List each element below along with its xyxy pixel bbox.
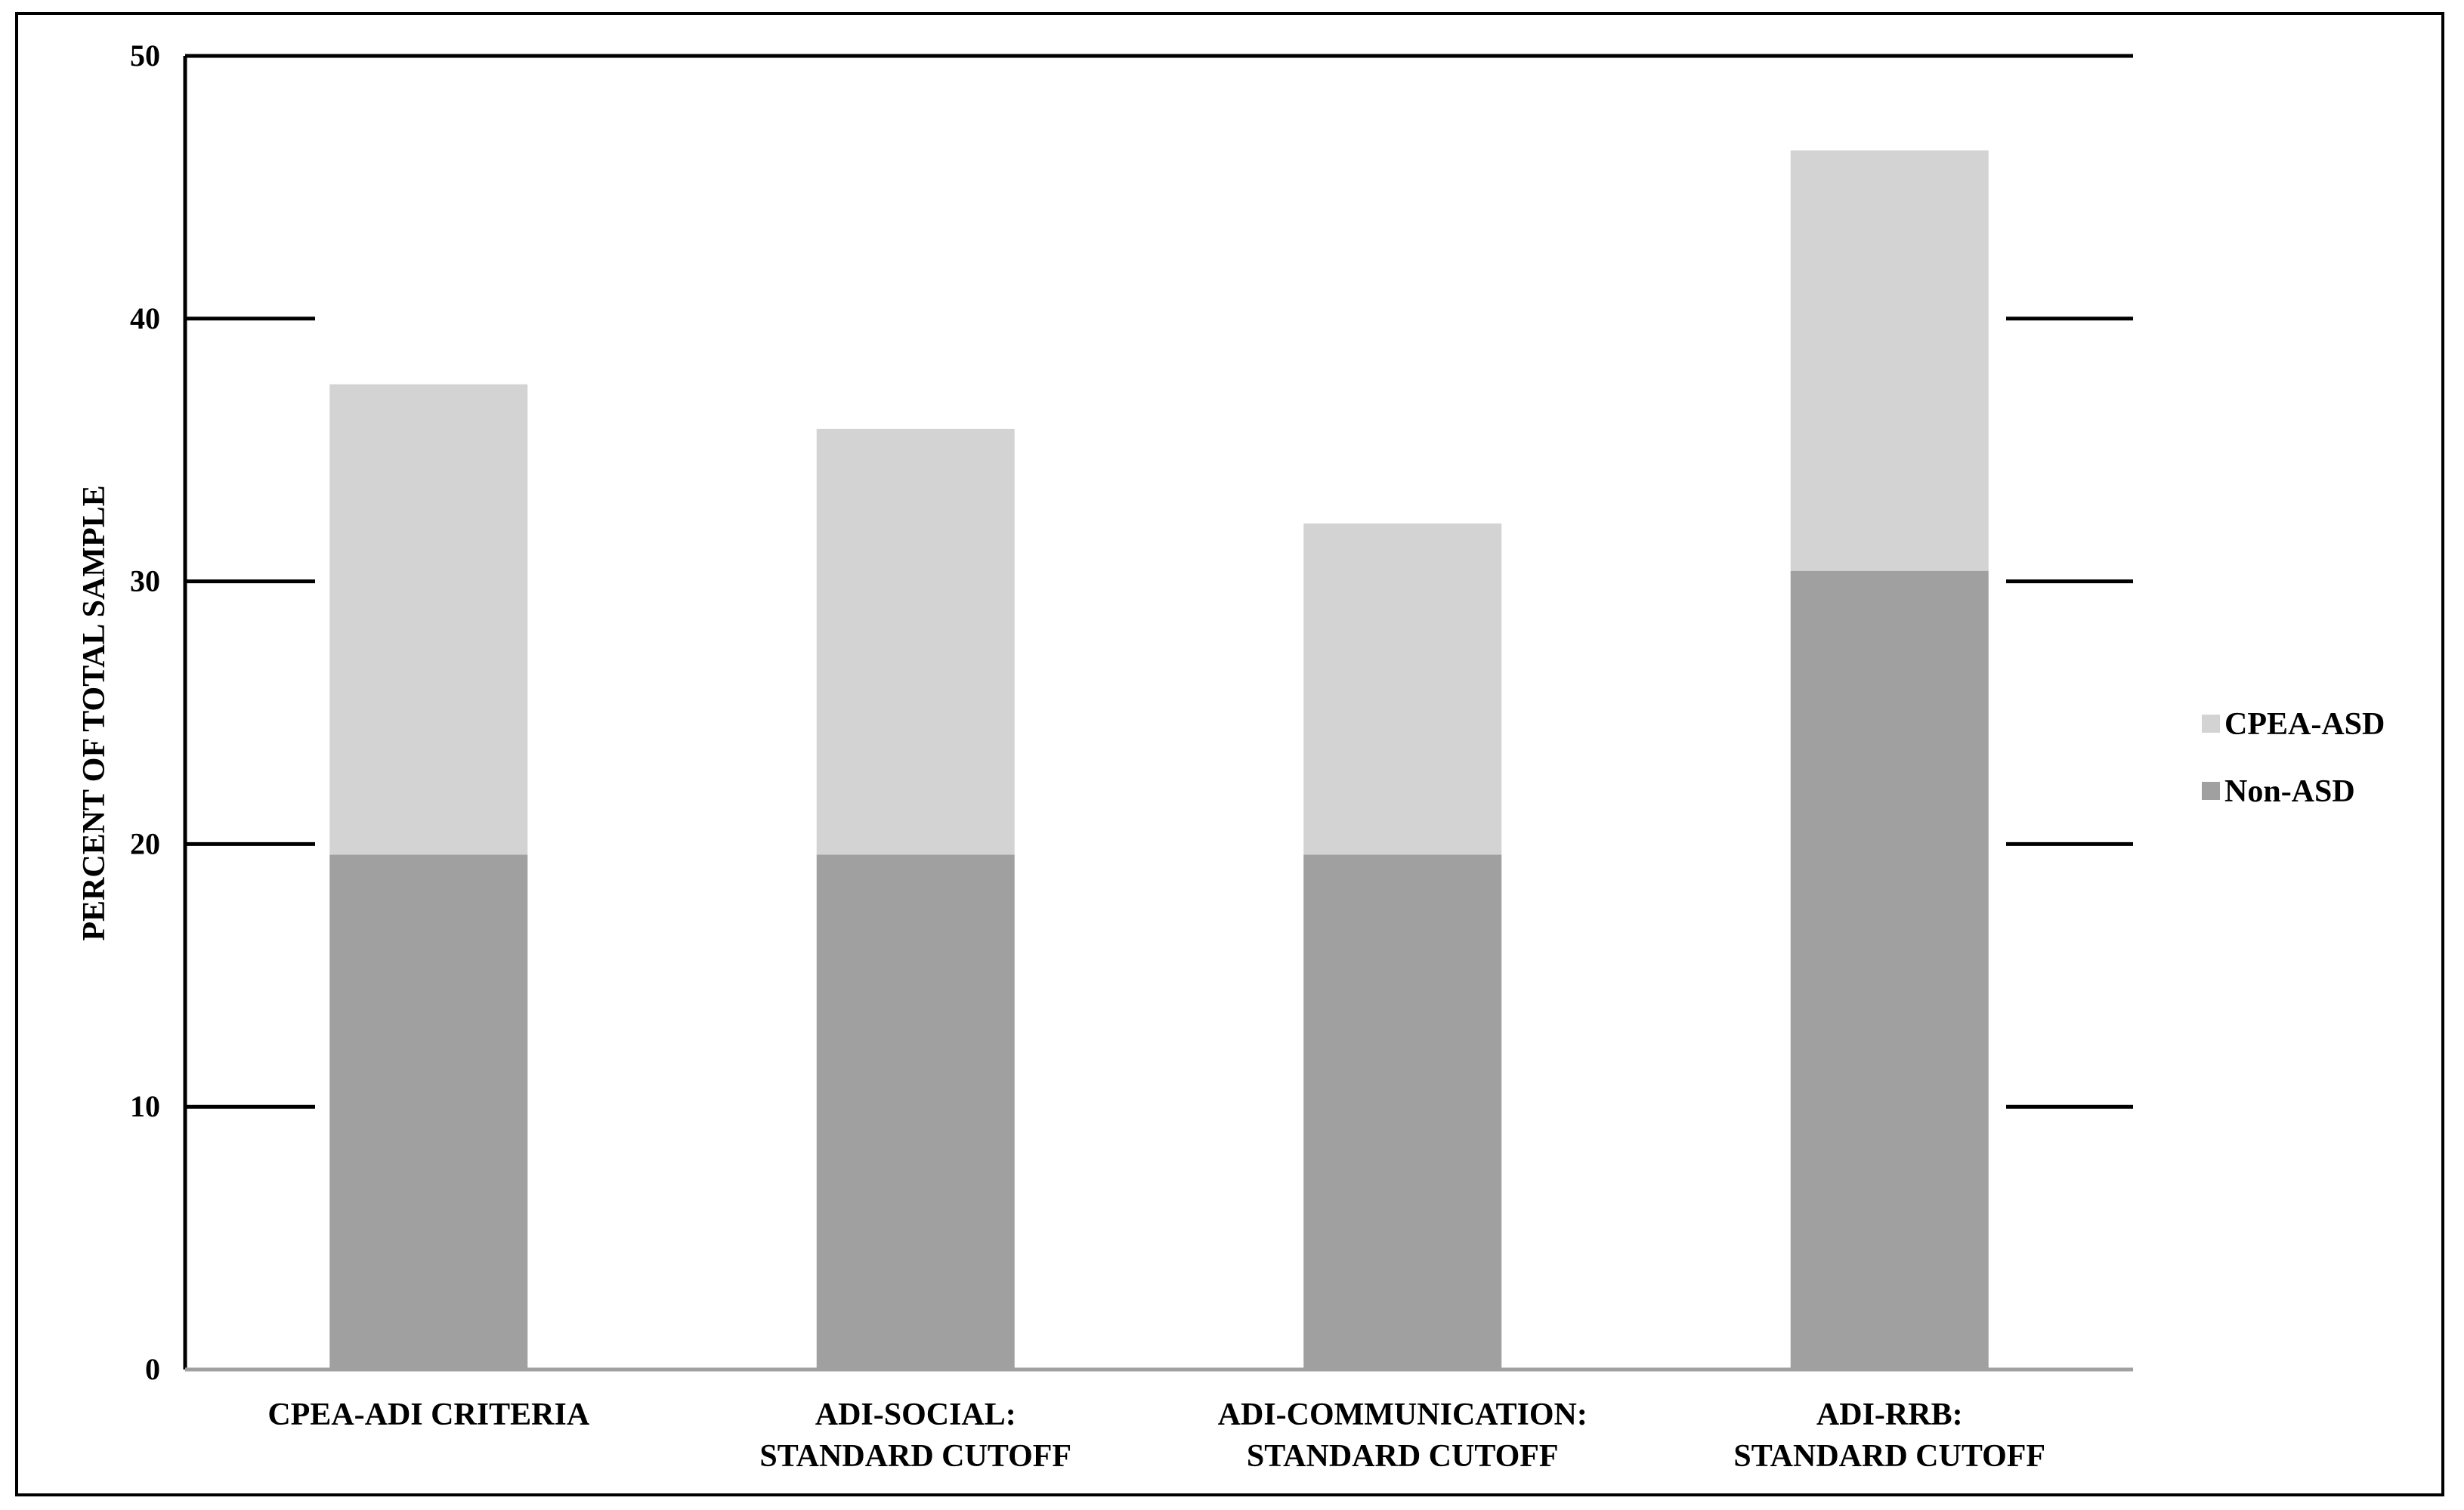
bar-cpea-asd-3: [1303, 523, 1502, 855]
bar-non-asd-1: [329, 854, 528, 1369]
y-tick-label: 50: [130, 39, 160, 73]
y-tick-label: 10: [130, 1089, 160, 1123]
y-tick-label: 20: [130, 826, 160, 860]
category-label: ADI-COMMUNICATION: STANDARD CUTOFF: [1218, 1397, 1588, 1474]
bar-cpea-asd-1: [329, 384, 528, 855]
x-category-labels: CPEA-ADI CRITERIA ADI-SOCIAL: STANDARD CUT…: [267, 1397, 2045, 1474]
category-label: ADI-SOCIAL: STANDARD CUTOFF: [759, 1397, 1071, 1474]
category-label: CPEA-ADI CRITERIA: [267, 1397, 590, 1432]
category-label: ADI-RRB: STANDARD CUTOFF: [1733, 1397, 2045, 1474]
y-axis-title: PERCENT OF TOTAL SAMPLE: [77, 485, 112, 940]
y-tick-labels: 0 10 20 30 40 50: [130, 39, 160, 1386]
legend: CPEA-ASD Non-ASD: [2202, 707, 2385, 809]
bar-cpea-asd-4: [1790, 150, 1989, 571]
y-tick-label: 40: [130, 301, 160, 335]
bar-non-asd-2: [816, 854, 1015, 1369]
bar-non-asd-4: [1790, 570, 1989, 1369]
gridlines: [185, 54, 2133, 1109]
legend-swatch-non-asd: [2202, 782, 2220, 800]
y-tick-label: 0: [145, 1352, 160, 1386]
bars: [329, 150, 1989, 1369]
axes: [183, 56, 2133, 1372]
y-tick-label: 30: [130, 564, 160, 598]
legend-swatch-cpea-asd: [2202, 715, 2220, 733]
bar-non-asd-3: [1303, 854, 1502, 1369]
bar-cpea-asd-2: [816, 428, 1015, 855]
legend-label-non-asd: Non-ASD: [2224, 774, 2355, 809]
legend-label-cpea-asd: CPEA-ASD: [2224, 707, 2385, 742]
chart-frame: [15, 12, 2444, 1496]
